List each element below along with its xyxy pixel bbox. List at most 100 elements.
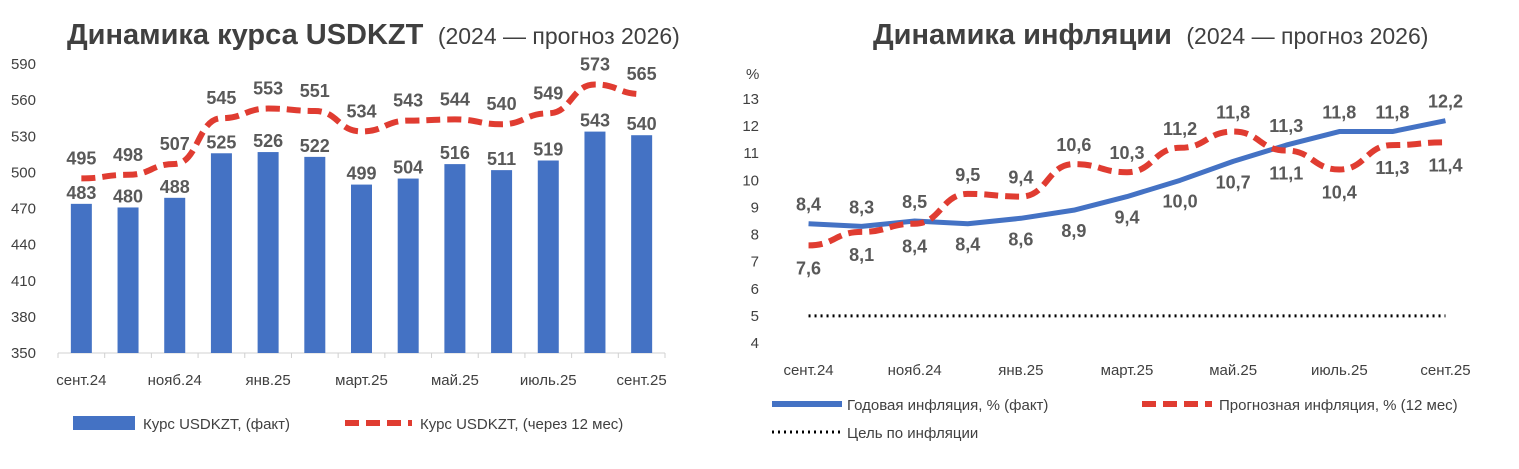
y-tick-label: 350 [11, 345, 36, 362]
actual-value-label: 9,4 [1114, 208, 1139, 228]
forecast-value-label: 545 [206, 88, 236, 108]
inflation-chart: Динамика инфляции (2024 — прогноз 2026) … [742, 19, 1470, 442]
y-tick-label: 13 [742, 91, 759, 108]
actual-value-label: 11,8 [1322, 103, 1356, 123]
forecast-value-label: 11,2 [1163, 119, 1197, 139]
usdkzt-plot-area: 350 380 410 440 470 500 530 560 590 сент.24 нояб.2… [11, 54, 667, 389]
actual-value-label: 10,7 [1216, 172, 1251, 192]
bar [631, 124, 653, 353]
forecast-line [81, 81, 642, 182]
bar-value-label: 543 [580, 111, 610, 131]
actual-value-label: 8,6 [1008, 229, 1033, 249]
x-tick-label: июль.25 [1311, 362, 1368, 379]
bar-value-label: 526 [253, 131, 283, 151]
forecast-value-label: 507 [160, 134, 190, 154]
bar-label-bg [618, 113, 665, 136]
bar [164, 186, 186, 353]
usdkzt-chart-panel: Динамика курса USDKZT (2024 — прогноз 20… [0, 0, 690, 464]
forecast-value-label: 553 [253, 79, 283, 99]
y-tick-label: 11 [743, 145, 759, 162]
y-axis-unit: % [746, 66, 759, 83]
x-tick-label: июль.25 [520, 372, 577, 389]
bar-value-label: 519 [533, 139, 563, 159]
actual-value-label: 11,3 [1269, 116, 1303, 136]
actual-value-label: 8,3 [849, 197, 874, 217]
forecast-value-label: 11,3 [1375, 158, 1409, 178]
legend: Курс USDKZT, (факт) Курс USDKZT, (через … [73, 416, 623, 433]
forecast-value-label: 565 [627, 64, 657, 84]
bar [491, 159, 513, 353]
forecast-inflation-line [808, 128, 1446, 249]
x-tick-label: нояб.24 [888, 362, 942, 379]
bar [584, 120, 606, 354]
x-tick-label: янв.25 [245, 372, 290, 389]
y-tick-label: 470 [11, 201, 36, 218]
x-tick-label: сент.24 [783, 362, 833, 379]
actual-value-label: 8,4 [796, 195, 821, 215]
bar [117, 196, 139, 353]
bar-label-bg [58, 181, 105, 204]
forecast-value-label: 495 [66, 148, 96, 168]
y-tick-label: 10 [742, 172, 759, 189]
forecast-value-label: 11,1 [1269, 164, 1303, 184]
forecast-value-label: 549 [533, 83, 563, 103]
actual-value-label: 10,0 [1163, 191, 1198, 211]
forecast-value-label: 534 [346, 101, 376, 121]
actual-value-label: 12,2 [1428, 92, 1463, 112]
bar-label-bg [431, 142, 478, 165]
actual-value-label: 8,5 [902, 192, 927, 212]
x-tick-label: сент.25 [1420, 362, 1470, 379]
forecast-value-label: 9,4 [1008, 168, 1033, 188]
y-tick-label: 380 [11, 309, 36, 326]
inflation-chart-panel: Динамика инфляции (2024 — прогноз 2026) … [720, 0, 1519, 464]
forecast-value-label: 7,6 [796, 258, 821, 278]
x-tick-label: сент.25 [617, 372, 667, 389]
y-tick-label: 12 [742, 118, 759, 135]
bar-value-label: 525 [206, 132, 236, 152]
x-tick-label: март.25 [1101, 362, 1154, 379]
inflation-plot-area: 4 5 6 7 8 9 10 11 12 13 сент.24 нояб.24 янв.25 март.2… [742, 91, 1470, 379]
legend-label-forecast: Прогнозная инфляция, % (12 мес) [1219, 397, 1458, 414]
bar [537, 149, 559, 353]
y-tick-label: 8 [751, 227, 759, 244]
y-tick-label: 500 [11, 164, 36, 181]
forecast-value-label: 10,3 [1109, 143, 1144, 163]
forecast-value-label: 540 [487, 94, 517, 114]
legend-label-target: Цель по инфляции [847, 425, 978, 442]
bar-label-bg [525, 138, 572, 161]
usdkzt-chart: Динамика курса USDKZT (2024 — прогноз 20… [11, 19, 680, 433]
forecast-value-label: 8,1 [849, 245, 874, 265]
bar [397, 167, 419, 353]
bar-label-bg [385, 156, 432, 179]
forecast-value-label: 9,5 [955, 165, 980, 185]
bar-value-label: 522 [300, 136, 330, 156]
legend-swatch-bar [73, 416, 135, 430]
x-tick-label: нояб.24 [148, 372, 202, 389]
forecast-value-label: 543 [393, 91, 423, 111]
y-tick-label: 4 [751, 335, 759, 352]
x-tick-label: сент.24 [56, 372, 106, 389]
bar-value-label: 516 [440, 143, 470, 163]
bar-label-bg [478, 148, 525, 171]
y-tick-label: 530 [11, 128, 36, 145]
forecast-value-label: 551 [300, 81, 330, 101]
x-tick-label: май.25 [1209, 362, 1257, 379]
bar [257, 141, 279, 353]
forecast-value-label: 498 [113, 145, 143, 165]
forecast-value-label: 544 [440, 89, 470, 109]
bar-value-label: 504 [393, 158, 423, 178]
bar [210, 142, 232, 353]
chart-subtitle: (2024 — прогноз 2026) [1186, 23, 1428, 49]
y-tick-label: 5 [751, 308, 759, 325]
bar-value-label: 480 [113, 186, 143, 206]
actual-value-label: 8,9 [1061, 221, 1086, 241]
y-tick-label: 9 [751, 199, 759, 216]
bar-value-label: 488 [160, 177, 190, 197]
chart-title: Динамика инфляции [873, 19, 1172, 51]
actual-value-label: 11,8 [1375, 103, 1409, 123]
forecast-value-label: 10,4 [1322, 182, 1357, 202]
bar-value-label: 540 [627, 114, 657, 134]
bar-value-label: 511 [487, 149, 516, 169]
forecast-value-label: 10,6 [1056, 135, 1091, 155]
chart-subtitle: (2024 — прогноз 2026) [438, 23, 680, 49]
